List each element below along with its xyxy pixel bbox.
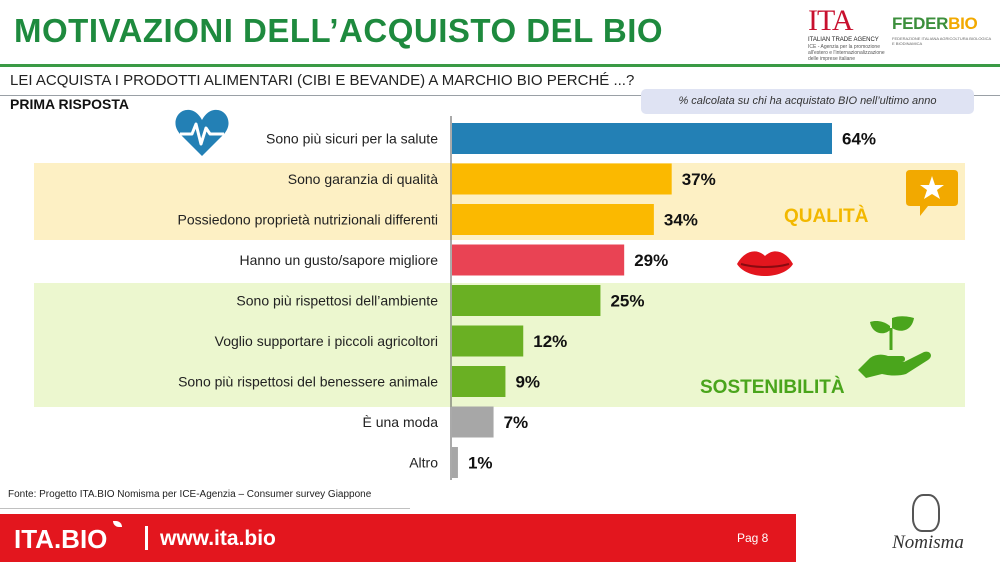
ita-logo-description: ICE - Agenzia per la promozione all'este… <box>808 44 885 62</box>
federbio-logo-feder: FEDER <box>892 14 949 33</box>
bar-4 <box>452 244 625 276</box>
page-number: Pag 8 <box>737 531 769 545</box>
value-label-8: 7% <box>504 413 529 432</box>
heart-pulse-icon <box>175 109 229 156</box>
quality-group-label: QUALITÀ <box>784 206 869 227</box>
bar-3 <box>452 204 654 235</box>
survey-question: LEI ACQUISTA I PRODOTTI ALIMENTARI (CIBI… <box>10 72 635 89</box>
question-rule <box>0 95 1000 96</box>
bar-1 <box>452 123 832 154</box>
ita-logo-agency: ITALIAN TRADE AGENCY <box>808 37 879 43</box>
star-speech-icon <box>906 170 958 216</box>
federbio-logo-bio: BIO <box>948 14 978 33</box>
value-label-7: 9% <box>515 373 540 392</box>
nomisma-logo-text: Nomisma <box>892 532 964 553</box>
ita-logo-letters: ITA <box>808 4 854 37</box>
category-label-5: Sono più rispettosi dell’ambiente <box>236 293 438 309</box>
bar-2 <box>452 163 672 195</box>
nomisma-emblem-icon <box>912 494 940 532</box>
footer-separator <box>145 526 148 550</box>
base-note: % calcolata su chi ha acquistato BIO nel… <box>641 89 974 114</box>
bar-7 <box>452 366 506 397</box>
page-title: MOTIVAZIONI DELL’ACQUISTO DEL BIO <box>14 12 664 49</box>
value-label-6: 12% <box>533 332 567 351</box>
source-rule <box>0 508 410 509</box>
value-label-3: 34% <box>664 211 698 230</box>
category-label-6: Voglio supportare i piccoli agricoltori <box>215 333 438 349</box>
bar-5 <box>452 285 601 316</box>
sustainability-group-label: SOSTENIBILITÀ <box>700 377 845 398</box>
value-label-2: 37% <box>682 170 716 189</box>
federbio-logo: FEDERBIO FEDERAZIONE ITALIANA AGRICOLTUR… <box>892 14 992 54</box>
bar-8 <box>452 406 494 438</box>
bar-6 <box>452 325 524 357</box>
value-label-5: 25% <box>610 292 644 311</box>
header-rule <box>0 64 1000 67</box>
category-label-3: Possiedono proprietà nutrizionali differ… <box>178 212 438 228</box>
leaf-icon <box>113 521 122 527</box>
hand-plant-icon <box>858 316 931 378</box>
bar-9 <box>452 447 458 478</box>
category-label-1: Sono più sicuri per la salute <box>266 131 438 147</box>
value-label-1: 64% <box>842 130 876 149</box>
footer-bar: ITA.BIO www.ita.bio Pag 8 <box>0 514 796 562</box>
value-label-4: 29% <box>634 251 668 270</box>
category-label-2: Sono garanzia di qualità <box>288 171 438 187</box>
category-label-8: È una moda <box>363 414 439 430</box>
footer-brand: ITA.BIO <box>14 524 108 554</box>
first-answer-label: PRIMA RISPOSTA <box>10 96 130 112</box>
ita-logo: ITA ITALIAN TRADE AGENCY ICE - Agenzia p… <box>808 4 885 63</box>
lips-icon <box>737 251 793 276</box>
source-note: Fonte: Progetto ITA.BIO Nomisma per ICE-… <box>8 489 372 500</box>
nomisma-logo: Nomisma <box>868 494 988 558</box>
footer-website-link[interactable]: www.ita.bio <box>160 527 276 550</box>
value-label-9: 1% <box>468 454 493 473</box>
category-label-4: Hanno un gusto/sapore migliore <box>240 252 439 268</box>
federbio-logo-description: FEDERAZIONE ITALIANA AGRICOLTURA BIOLOGI… <box>892 36 991 46</box>
category-label-9: Altro <box>409 455 438 471</box>
bars-layer: Sono più sicuri per la salute 64% Sono gar… <box>178 123 876 478</box>
category-label-7: Sono più rispettosi del benessere animal… <box>178 374 438 390</box>
